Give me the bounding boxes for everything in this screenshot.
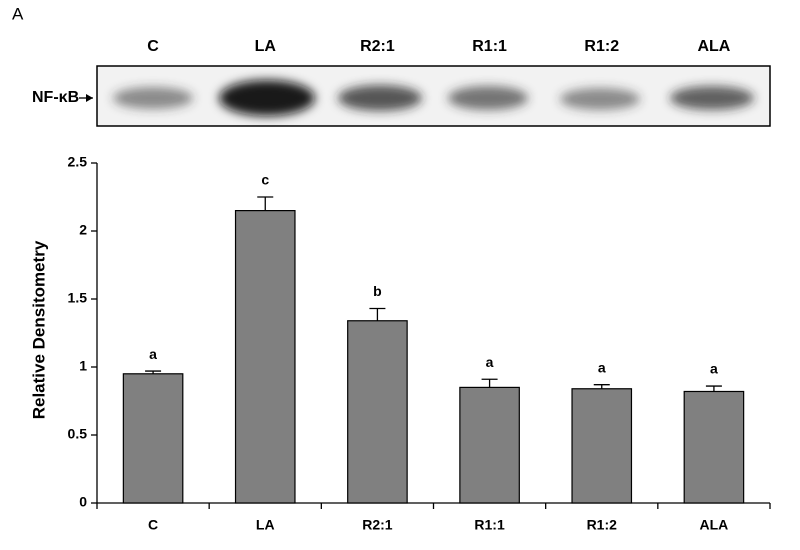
bar	[683, 390, 745, 504]
x-tick-label: ALA	[700, 517, 729, 533]
panel-label: A	[12, 4, 24, 23]
blot-label: NF-κB	[32, 89, 79, 106]
bar	[459, 386, 520, 504]
blot-lane-label: ALA	[697, 38, 730, 55]
blot-lane-label: R1:1	[472, 38, 507, 55]
x-tick-label: LA	[256, 517, 275, 533]
blot-arrowhead	[86, 94, 93, 102]
significance-label: a	[710, 361, 718, 377]
blot-band	[219, 80, 315, 116]
significance-label: b	[373, 283, 382, 299]
y-tick-label: 1	[79, 358, 87, 374]
blot-lane-label: R2:1	[360, 38, 395, 55]
significance-label: a	[149, 346, 157, 362]
y-tick-label: 1.5	[68, 290, 88, 306]
y-tick-label: 0.5	[68, 426, 88, 442]
y-tick-label: 2.5	[68, 154, 88, 170]
significance-label: a	[486, 354, 494, 370]
y-tick-label: 0	[79, 494, 87, 510]
blot-frame	[96, 65, 771, 127]
bar	[571, 388, 633, 504]
blot-lane-label: LA	[255, 38, 277, 55]
blot-lane-label: R1:2	[584, 38, 619, 55]
y-tick-label: 2	[79, 222, 87, 238]
significance-label: c	[261, 172, 269, 188]
blot-band	[338, 85, 422, 111]
blot: NF-κB	[32, 65, 771, 127]
significance-label: a	[598, 359, 606, 375]
blot-band	[560, 88, 640, 110]
x-tick-label: R1:1	[474, 517, 505, 533]
x-tick-label: C	[148, 517, 158, 533]
x-tick-label: R2:1	[362, 517, 393, 533]
x-tick-label: R1:2	[587, 517, 618, 533]
bar	[347, 320, 408, 504]
blot-band	[448, 86, 528, 110]
blot-band	[670, 86, 754, 110]
bar	[234, 210, 296, 504]
blot-band	[113, 87, 193, 109]
y-axis-title: Relative Densitometry	[29, 240, 48, 419]
blot-lane-label: C	[147, 38, 159, 55]
bar	[122, 373, 184, 504]
blot-bands	[113, 80, 754, 116]
